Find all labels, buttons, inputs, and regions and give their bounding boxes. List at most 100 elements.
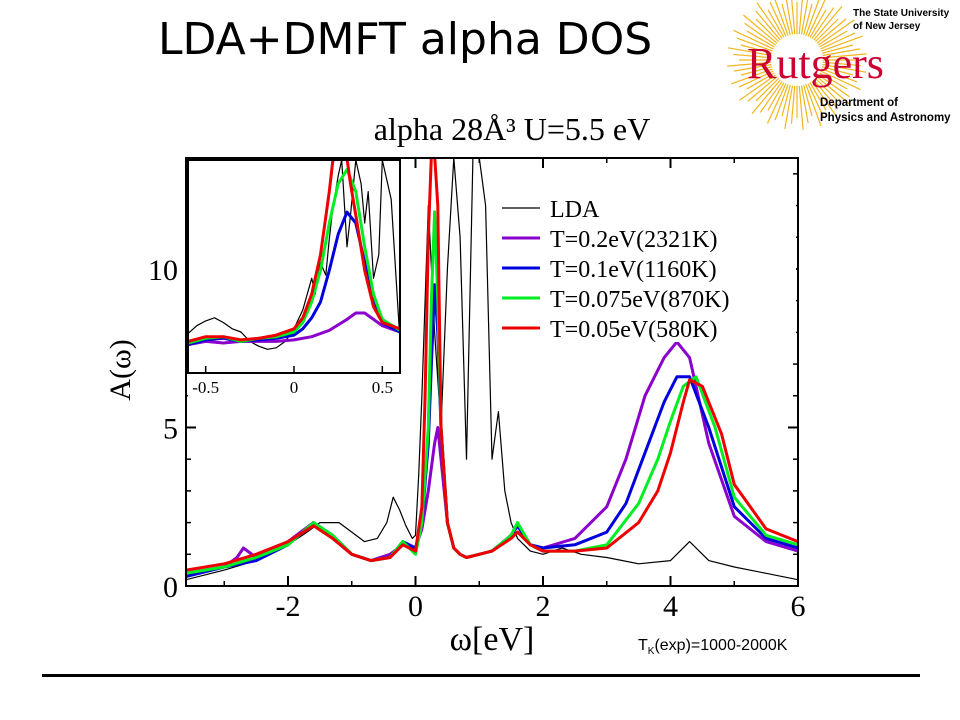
tk-exp-note: TK(exp)=1000-2000K <box>638 637 787 657</box>
sun-ray <box>820 32 856 50</box>
sun-ray <box>769 1 787 37</box>
bottom-divider <box>42 674 920 677</box>
sunburst-icon <box>727 0 867 130</box>
sun-ray <box>781 3 791 36</box>
sun-ray <box>807 83 825 119</box>
legend-label-3: T=0.075eV(870K) <box>550 287 730 313</box>
sun-ray <box>807 0 826 37</box>
sun-ray <box>821 35 863 52</box>
sun-ray <box>800 0 809 35</box>
sun-ray <box>733 53 772 59</box>
inset-series-line-1 <box>188 311 400 347</box>
sun-ray <box>821 66 854 76</box>
sun-ray <box>811 7 835 40</box>
sun-ray <box>811 80 838 118</box>
sun-ray <box>736 37 773 52</box>
logo-dept2: Physics and Astronomy <box>820 112 951 124</box>
x-tick-label: -2 <box>276 590 301 623</box>
legend-label-1: T=0.2eV(2321K) <box>550 227 718 253</box>
sun-ray <box>785 0 794 35</box>
sun-ray <box>733 63 772 72</box>
x-tick-label: 4 <box>663 590 678 623</box>
sun-ray <box>800 85 809 124</box>
x-tick-label: 0 <box>408 590 423 623</box>
sun-ray <box>759 80 783 113</box>
sun-ray <box>803 84 813 117</box>
y-tick-label: 10 <box>148 254 178 287</box>
sun-ray <box>816 76 852 106</box>
y-tick-label: 0 <box>163 571 178 604</box>
tk-note-prefix: T <box>638 637 648 654</box>
inset-series-group <box>188 160 400 350</box>
legend-bg <box>496 222 796 252</box>
sun-ray <box>727 47 772 57</box>
slide-title: LDA+DMFT alpha DOS <box>158 14 653 65</box>
y-axis-label: A(ω) <box>104 339 137 400</box>
sun-ray <box>740 66 773 76</box>
sun-ray <box>814 77 839 102</box>
inset-x-tick-label: -0.5 <box>192 378 219 397</box>
sun-ray <box>821 44 854 54</box>
sun-ray <box>739 74 777 101</box>
inset-background <box>188 160 400 402</box>
sun-ray <box>731 68 773 85</box>
sun-ray <box>809 9 827 38</box>
x-tick-label: 2 <box>536 590 551 623</box>
x-axis-label: ω[eV] <box>450 621 535 658</box>
chart-title: alpha 28Å³ U=5.5 eV <box>374 111 650 147</box>
sun-ray <box>809 82 827 111</box>
sun-ray <box>813 79 839 110</box>
logo-line2: of New Jersey <box>853 21 921 32</box>
sun-ray <box>744 22 777 46</box>
sun-ray <box>747 76 778 102</box>
legend-label-2: T=0.1eV(1160K) <box>550 257 717 283</box>
tk-note-suffix: (exp)=1000-2000K <box>654 637 788 654</box>
sun-ray <box>755 18 780 43</box>
sun-ray <box>733 29 774 50</box>
legend-bg <box>496 252 796 282</box>
sun-ray <box>822 48 861 57</box>
tk-note-sub: K <box>647 646 655 658</box>
sun-ray <box>751 79 781 115</box>
sun-ray <box>755 10 781 41</box>
logo-dept1: Department of <box>820 97 898 109</box>
sun-ray <box>740 44 773 54</box>
sun-ray <box>756 2 783 40</box>
sun-ray <box>798 85 804 130</box>
sun-ray <box>821 68 858 83</box>
sun-ray <box>814 18 839 43</box>
legend-bg <box>496 192 796 222</box>
sun-ray <box>767 9 785 38</box>
legend-label-0: LDA <box>550 197 600 223</box>
series-line-0 <box>186 158 798 581</box>
sun-ray <box>817 74 850 98</box>
sun-ray <box>755 77 780 102</box>
sun-ray <box>816 18 847 44</box>
sun-ray <box>774 0 789 36</box>
sun-ray <box>819 30 848 48</box>
logo-line1: The State University <box>853 8 950 19</box>
sun-ray <box>746 72 775 90</box>
sun-ray <box>742 14 778 44</box>
sun-ray <box>784 85 794 130</box>
sun-ray <box>746 30 775 48</box>
main-plot-frame <box>185 157 799 587</box>
inset-series-line-4 <box>188 160 400 343</box>
legend-bg <box>496 282 796 312</box>
sun-ray <box>822 53 867 59</box>
sun-ray <box>805 84 822 126</box>
main-series-group <box>186 158 798 581</box>
sun-ray <box>822 63 867 73</box>
rutgers-logo: The State University of New Jersey Rutge… <box>727 0 951 130</box>
inset-x-tick-label: 0.5 <box>372 378 393 397</box>
sun-ray <box>819 72 848 90</box>
inset-x-tick-label: 0 <box>290 378 299 397</box>
sun-ray <box>790 85 796 124</box>
sun-ray <box>798 0 803 35</box>
sun-ray <box>817 19 855 46</box>
y-tick-label: 5 <box>163 412 178 445</box>
sun-ray <box>727 61 772 67</box>
sun-ray <box>781 84 791 117</box>
legend-label-4: T=0.05eV(580K) <box>550 317 718 343</box>
